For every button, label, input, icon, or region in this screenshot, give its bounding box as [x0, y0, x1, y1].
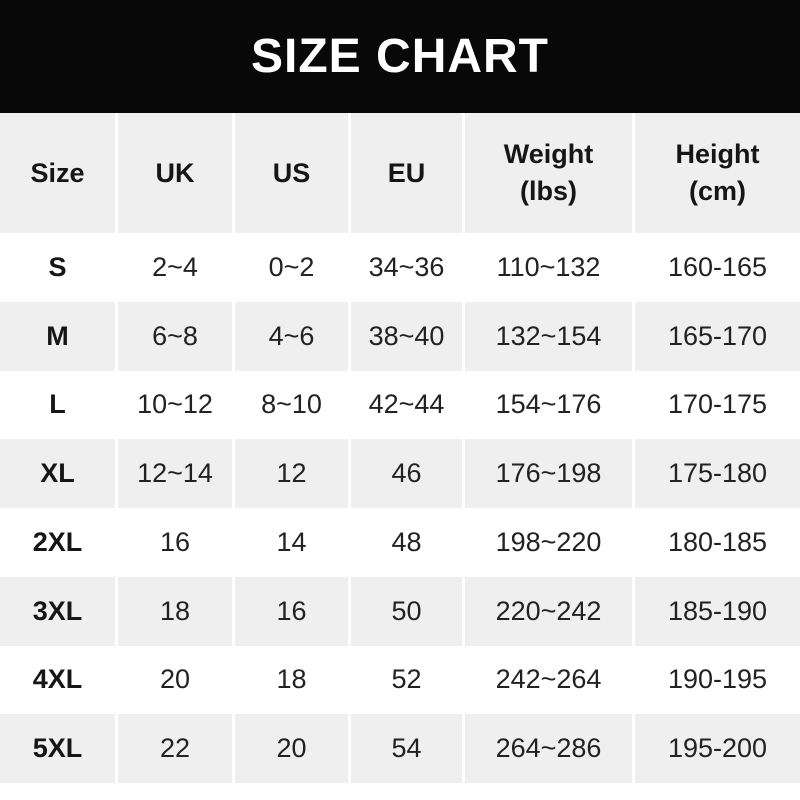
table-row: XL 12~14 12 46 176~198 175-180: [0, 439, 800, 508]
cell-weight: 176~198: [462, 439, 632, 508]
cell-height: 165-170: [632, 301, 800, 371]
cell-height: 175-180: [632, 439, 800, 508]
cell-us: 16: [232, 576, 348, 646]
cell-weight: 154~176: [462, 370, 632, 440]
table-row: 5XL 22 20 54 264~286 195-200: [0, 714, 800, 783]
table-row: 2XL 16 14 48 198~220 180-185: [0, 508, 800, 577]
header-label-uk: UK: [155, 157, 195, 188]
cell-height: 170-175: [632, 370, 800, 440]
cell-size: S: [48, 251, 67, 282]
table-row: S 2~4 0~2 34~36 110~132 160-165: [0, 233, 800, 302]
header-label-weight: Weight: [503, 139, 594, 169]
header-cell-eu: EU: [348, 113, 462, 233]
header-cell-us: US: [232, 113, 348, 233]
cell-eu: 52: [348, 645, 462, 715]
table-row: M 6~8 4~6 38~40 132~154 165-170: [0, 301, 800, 371]
table-row: L 10~12 8~10 42~44 154~176 170-175: [0, 370, 800, 440]
cell-us: 20: [232, 714, 348, 783]
header-sublabel-weight-unit: (lbs): [520, 176, 577, 206]
cell-size: M: [46, 320, 69, 351]
cell-uk: 2~4: [115, 233, 232, 302]
cell-eu: 48: [348, 508, 462, 577]
cell-us: 4~6: [232, 301, 348, 371]
cell-eu: 54: [348, 714, 462, 783]
cell-size: 2XL: [32, 526, 83, 557]
cell-us: 18: [232, 645, 348, 715]
cell-uk: 12~14: [115, 439, 232, 508]
header-cell-size: Size: [0, 113, 115, 233]
header-label-us: US: [272, 157, 311, 188]
cell-uk: 22: [115, 714, 232, 783]
cell-us: 8~10: [232, 370, 348, 440]
cell-uk: 10~12: [115, 370, 232, 440]
cell-uk: 16: [115, 508, 232, 577]
header-cell-weight: Weight (lbs): [462, 113, 632, 233]
cell-eu: 50: [348, 576, 462, 646]
cell-uk: 6~8: [115, 301, 232, 371]
cell-height: 190-195: [632, 645, 800, 715]
header-cell-height: Height (cm): [632, 113, 800, 233]
header-label-height: Height: [675, 139, 760, 169]
cell-height: 185-190: [632, 576, 800, 646]
table-body: S 2~4 0~2 34~36 110~132 160-165 M 6~8 4~…: [0, 233, 800, 783]
header-label-size: Size: [30, 157, 85, 188]
header-cell-uk: UK: [115, 113, 232, 233]
cell-weight: 132~154: [462, 301, 632, 371]
cell-uk: 20: [115, 645, 232, 715]
table-row: 4XL 20 18 52 242~264 190-195: [0, 645, 800, 715]
cell-eu: 42~44: [348, 370, 462, 440]
cell-us: 14: [232, 508, 348, 577]
cell-size: 5XL: [32, 733, 83, 764]
header-label-eu: EU: [387, 157, 426, 188]
size-chart-banner: SIZE CHART: [0, 0, 800, 113]
cell-weight: 110~132: [462, 233, 632, 302]
cell-weight: 220~242: [462, 576, 632, 646]
cell-height: 160-165: [632, 233, 800, 302]
cell-eu: 38~40: [348, 301, 462, 371]
page-title: SIZE CHART: [251, 30, 549, 83]
size-table: Size UK US EU Weight (lbs) Height (cm) S…: [0, 113, 800, 783]
cell-weight: 198~220: [462, 508, 632, 577]
table-row: 3XL 18 16 50 220~242 185-190: [0, 576, 800, 646]
cell-size: 3XL: [32, 595, 83, 626]
cell-size: XL: [40, 458, 75, 489]
table-header-row: Size UK US EU Weight (lbs) Height (cm): [0, 113, 800, 233]
header-sublabel-height-unit: (cm): [688, 176, 746, 206]
cell-eu: 46: [348, 439, 462, 508]
cell-size: 4XL: [32, 664, 83, 695]
cell-uk: 18: [115, 576, 232, 646]
cell-weight: 242~264: [462, 645, 632, 715]
cell-height: 195-200: [632, 714, 800, 783]
cell-us: 12: [232, 439, 348, 508]
cell-size: L: [49, 389, 66, 420]
cell-us: 0~2: [232, 233, 348, 302]
cell-height: 180-185: [632, 508, 800, 577]
cell-weight: 264~286: [462, 714, 632, 783]
cell-eu: 34~36: [348, 233, 462, 302]
